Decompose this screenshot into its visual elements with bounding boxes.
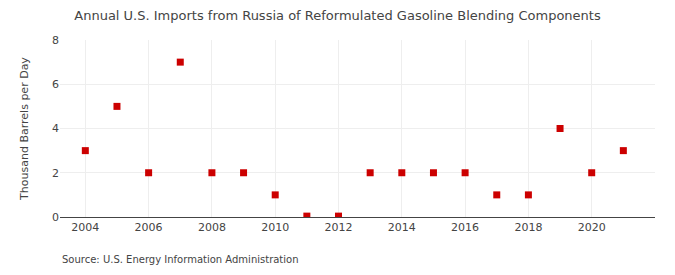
svg-text:6: 6 [52,78,59,91]
svg-text:0: 0 [52,211,59,224]
svg-text:Thousand Barrels per Day: Thousand Barrels per Day [18,57,31,201]
svg-text:8: 8 [52,34,59,47]
svg-text:2004: 2004 [71,221,99,234]
svg-text:2014: 2014 [388,221,416,234]
svg-text:2012: 2012 [325,221,353,234]
svg-text:2010: 2010 [261,221,289,234]
svg-text:2: 2 [52,167,59,180]
svg-text:Source: U.S. Energy Informatio: Source: U.S. Energy Information Administ… [62,254,299,265]
svg-text:2006: 2006 [135,221,163,234]
svg-text:2020: 2020 [578,221,606,234]
svg-text:2008: 2008 [198,221,226,234]
svg-text:2016: 2016 [451,221,479,234]
svg-text:2018: 2018 [514,221,542,234]
svg-text:4: 4 [52,122,59,135]
svg-text:Annual U.S. Imports from Russi: Annual U.S. Imports from Russia of Refor… [74,8,601,23]
